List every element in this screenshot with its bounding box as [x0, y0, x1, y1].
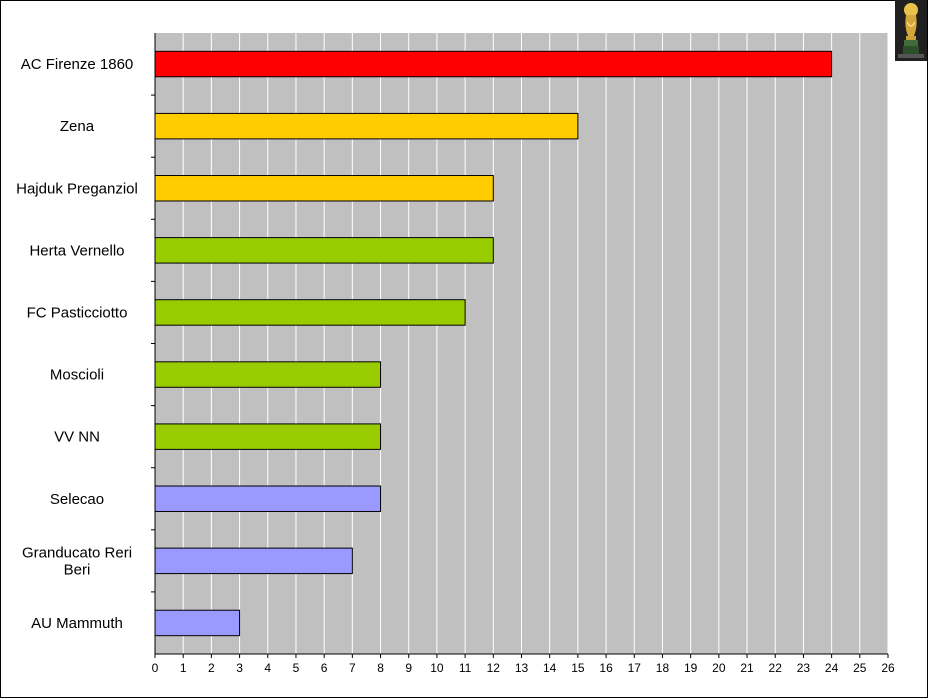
axes: [151, 33, 889, 658]
x-tick-label: 6: [321, 661, 328, 675]
category-label: Hajduk Preganziol: [16, 180, 138, 197]
x-tick-label: 16: [599, 661, 613, 675]
x-tick-label: 2: [208, 661, 215, 675]
x-tick-label: 3: [236, 661, 243, 675]
category-label: AU Mammuth: [31, 615, 123, 632]
category-label: Selecao: [50, 491, 104, 508]
bar: [154, 609, 241, 637]
bar: [154, 237, 494, 264]
bar: [154, 485, 382, 512]
bar: [154, 50, 833, 78]
category-label: FC Pasticciotto: [27, 304, 128, 321]
x-tick-label: 18: [656, 661, 670, 675]
x-tick-label: 13: [515, 661, 529, 675]
bar: [154, 299, 466, 326]
category-label: Moscioli: [50, 367, 104, 384]
x-tick-label: 14: [543, 661, 557, 675]
bars: [154, 50, 833, 637]
x-tick-label: 12: [487, 661, 501, 675]
x-tick-label: 1: [180, 661, 187, 675]
x-tick-label: 10: [430, 661, 444, 675]
category-label: AC Firenze 1860: [21, 56, 134, 73]
x-tick-label: 25: [853, 661, 867, 675]
x-tick-label: 26: [881, 661, 895, 675]
category-labels: AC Firenze 1860 Zena Hajduk Preganziol Hert…: [16, 56, 138, 632]
category-label: Herta Vernello: [29, 242, 124, 259]
x-tick-label: 0: [152, 661, 159, 675]
x-tick-labels: 0 1 2 3 4 5 6 7 8 9 10 11 12 13 14 15 16 17 18 19 20 21 22 23 24…: [152, 661, 895, 675]
x-tick-label: 8: [377, 661, 384, 675]
category-label: Granducato Reri Beri: [22, 544, 132, 578]
bar: [154, 361, 382, 388]
bar: [154, 547, 353, 575]
x-tick-label: 4: [264, 661, 271, 675]
category-label: VV NN: [54, 429, 100, 446]
bar: [154, 175, 494, 202]
x-tick-label: 5: [293, 661, 300, 675]
x-tick-label: 7: [349, 661, 356, 675]
x-tick-label: 21: [740, 661, 754, 675]
bar: [154, 423, 382, 450]
x-tick-label: 15: [571, 661, 585, 675]
x-tick-label: 20: [712, 661, 726, 675]
x-tick-label: 24: [825, 661, 839, 675]
bar: [154, 112, 579, 140]
category-label: Zena: [60, 118, 95, 135]
trophy-icon: [895, 0, 927, 61]
x-tick-label: 9: [405, 661, 412, 675]
x-tick-label: 22: [769, 661, 783, 675]
x-tick-label: 11: [459, 661, 472, 675]
x-tick-label: 19: [684, 661, 698, 675]
x-tick-label: 17: [628, 661, 642, 675]
x-tick-label: 23: [797, 661, 811, 675]
